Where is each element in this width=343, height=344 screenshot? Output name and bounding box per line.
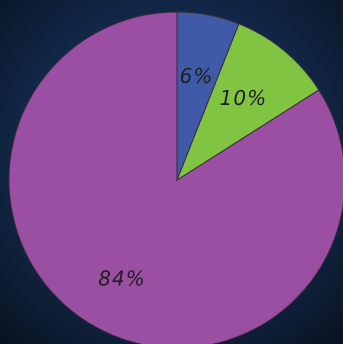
- pie-labels: 84% 10%6%: [98, 64, 267, 291]
- pie-slice: [176, 11, 240, 181]
- slice-label: 84%: [98, 267, 145, 291]
- pie-slices: [8, 11, 343, 344]
- slice-label: 6%: [180, 64, 214, 88]
- pie-slice: [8, 11, 343, 344]
- pie-slice: [175, 23, 320, 182]
- slice-label: 10%: [220, 86, 267, 110]
